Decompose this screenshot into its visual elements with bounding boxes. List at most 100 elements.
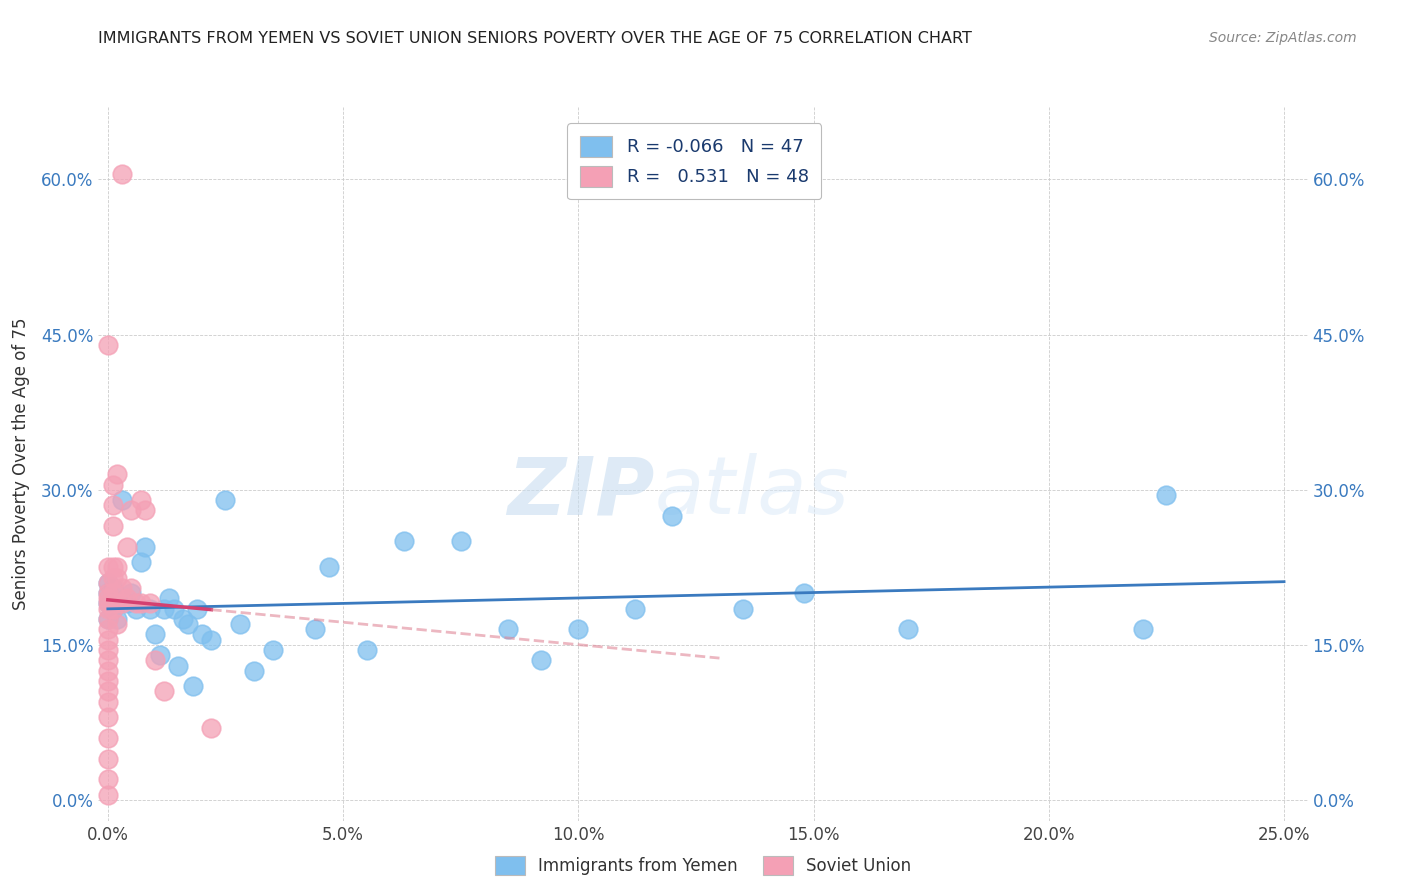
Point — [97, 575, 120, 590]
Point — [153, 684, 176, 698]
Point — [450, 534, 472, 549]
Point — [496, 623, 519, 637]
Point — [129, 555, 152, 569]
Point — [101, 601, 124, 615]
Point — [228, 617, 250, 632]
Point — [157, 591, 180, 606]
Point — [97, 623, 120, 637]
Point — [101, 586, 124, 600]
Point — [304, 623, 326, 637]
Point — [97, 586, 120, 600]
Point — [139, 601, 162, 615]
Point — [731, 601, 754, 615]
Point — [125, 597, 148, 611]
Point — [105, 571, 128, 585]
Point — [177, 617, 200, 632]
Point — [105, 617, 128, 632]
Point — [623, 601, 645, 615]
Point — [97, 664, 120, 678]
Point — [101, 498, 124, 512]
Point — [793, 586, 815, 600]
Point — [186, 601, 208, 615]
Point — [163, 601, 186, 615]
Point — [105, 597, 128, 611]
Point — [97, 684, 120, 698]
Point — [97, 788, 120, 802]
Point — [97, 612, 120, 626]
Point — [661, 508, 683, 523]
Point — [115, 597, 138, 611]
Point — [394, 534, 416, 549]
Point — [97, 673, 120, 688]
Point — [129, 493, 152, 508]
Point — [120, 503, 142, 517]
Point — [101, 571, 124, 585]
Point — [97, 731, 120, 745]
Point — [111, 581, 134, 595]
Point — [143, 627, 166, 641]
Point — [153, 601, 176, 615]
Point — [101, 519, 124, 533]
Point — [356, 643, 378, 657]
Point — [97, 597, 120, 611]
Point — [1156, 488, 1178, 502]
Point — [1132, 623, 1154, 637]
Point — [242, 664, 264, 678]
Point — [115, 540, 138, 554]
Point — [143, 653, 166, 667]
Point — [125, 601, 148, 615]
Point — [105, 597, 128, 611]
Point — [105, 612, 128, 626]
Point — [97, 591, 120, 606]
Point — [567, 623, 589, 637]
Legend: Immigrants from Yemen, Soviet Union: Immigrants from Yemen, Soviet Union — [486, 847, 920, 884]
Point — [97, 612, 120, 626]
Point — [101, 581, 124, 595]
Point — [214, 493, 236, 508]
Point — [97, 643, 120, 657]
Point — [134, 503, 156, 517]
Text: ZIP: ZIP — [508, 453, 655, 532]
Point — [111, 597, 134, 611]
Point — [101, 601, 124, 615]
Point — [97, 586, 120, 600]
Point — [897, 623, 920, 637]
Point — [105, 467, 128, 482]
Point — [101, 477, 124, 491]
Point — [172, 612, 194, 626]
Point — [139, 597, 162, 611]
Point — [97, 601, 120, 615]
Point — [115, 591, 138, 606]
Point — [97, 338, 120, 352]
Y-axis label: Seniors Poverty Over the Age of 75: Seniors Poverty Over the Age of 75 — [11, 318, 30, 610]
Point — [200, 721, 222, 735]
Point — [120, 586, 142, 600]
Point — [129, 597, 152, 611]
Point — [97, 560, 120, 574]
Point — [200, 632, 222, 647]
Point — [111, 493, 134, 508]
Point — [191, 627, 214, 641]
Point — [120, 581, 142, 595]
Point — [97, 695, 120, 709]
Point — [97, 751, 120, 765]
Point — [181, 679, 204, 693]
Point — [101, 591, 124, 606]
Point — [530, 653, 553, 667]
Point — [105, 560, 128, 574]
Point — [318, 560, 340, 574]
Text: Source: ZipAtlas.com: Source: ZipAtlas.com — [1209, 31, 1357, 45]
Text: IMMIGRANTS FROM YEMEN VS SOVIET UNION SENIORS POVERTY OVER THE AGE OF 75 CORRELA: IMMIGRANTS FROM YEMEN VS SOVIET UNION SE… — [98, 31, 973, 46]
Point — [111, 167, 134, 181]
Point — [101, 560, 124, 574]
Point — [97, 653, 120, 667]
Point — [262, 643, 284, 657]
Point — [97, 710, 120, 724]
Point — [97, 772, 120, 787]
Point — [134, 540, 156, 554]
Point — [97, 632, 120, 647]
Point — [97, 597, 120, 611]
Text: atlas: atlas — [655, 453, 849, 532]
Point — [149, 648, 172, 662]
Point — [97, 575, 120, 590]
